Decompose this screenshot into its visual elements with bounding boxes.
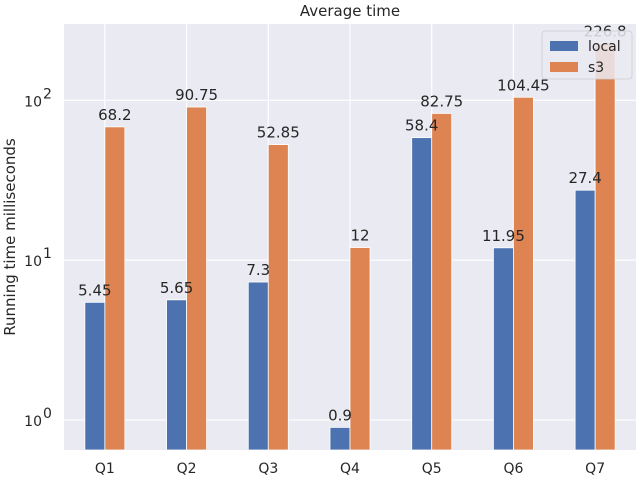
data-label: 58.4 (405, 117, 438, 135)
x-axis: Q1 Q2 Q3 Q4 Q5 Q6 Q7 (95, 461, 605, 477)
data-label: 0.9 (328, 406, 352, 424)
data-label: 82.75 (420, 92, 463, 110)
x-tick-label: Q3 (258, 461, 278, 477)
legend-swatch-local (550, 41, 578, 51)
chart-title: Average time (300, 2, 400, 20)
x-tick-label: Q2 (177, 461, 197, 477)
bar-local-Q4 (329, 427, 351, 451)
data-label: 104.45 (497, 76, 550, 94)
legend-swatch-s3 (550, 62, 578, 72)
bar-s3-Q4 (349, 247, 371, 451)
bar-local-Q6 (493, 247, 514, 451)
data-label: 5.65 (160, 279, 193, 297)
bar-local-Q3 (247, 281, 269, 451)
bar-local-Q2 (166, 299, 187, 451)
y-tick-label: 10 (24, 94, 42, 110)
bar-s3-Q7 (594, 43, 616, 451)
bar-local-Q1 (84, 301, 106, 451)
legend-label-s3: s3 (588, 60, 604, 76)
data-label: 11.95 (482, 227, 525, 245)
x-tick-label: Q7 (585, 461, 605, 477)
y-axis-label: Running time milliseconds (1, 138, 19, 336)
y-tick-exponent: 1 (43, 246, 52, 262)
x-tick-label: Q4 (340, 461, 360, 477)
bar-s3-Q1 (104, 126, 126, 451)
data-label: 52.85 (257, 124, 300, 142)
data-label: 90.75 (175, 86, 218, 104)
x-tick-label: Q5 (422, 461, 442, 477)
data-label: 7.3 (246, 261, 270, 279)
y-tick-label: 10 (24, 414, 42, 430)
y-tick-exponent: 0 (43, 406, 52, 422)
data-label: 5.45 (78, 281, 111, 299)
data-label: 27.4 (568, 169, 601, 187)
legend: local s3 (541, 30, 633, 80)
bar-local-Q5 (411, 137, 433, 451)
bar-s3-Q5 (431, 113, 453, 451)
y-tick-label: 10 (24, 254, 42, 270)
y-tick-exponent: 2 (43, 86, 52, 102)
bar-s3-Q6 (513, 96, 534, 451)
legend-label-local: local (588, 39, 621, 55)
bar-s3-Q2 (186, 106, 207, 451)
bars (84, 43, 616, 451)
bar-s3-Q3 (267, 144, 289, 451)
x-tick-label: Q1 (95, 461, 115, 477)
data-label: 12 (350, 227, 369, 245)
x-tick-label: Q6 (503, 461, 523, 477)
bar-local-Q7 (574, 189, 596, 451)
data-label: 68.2 (98, 106, 131, 124)
